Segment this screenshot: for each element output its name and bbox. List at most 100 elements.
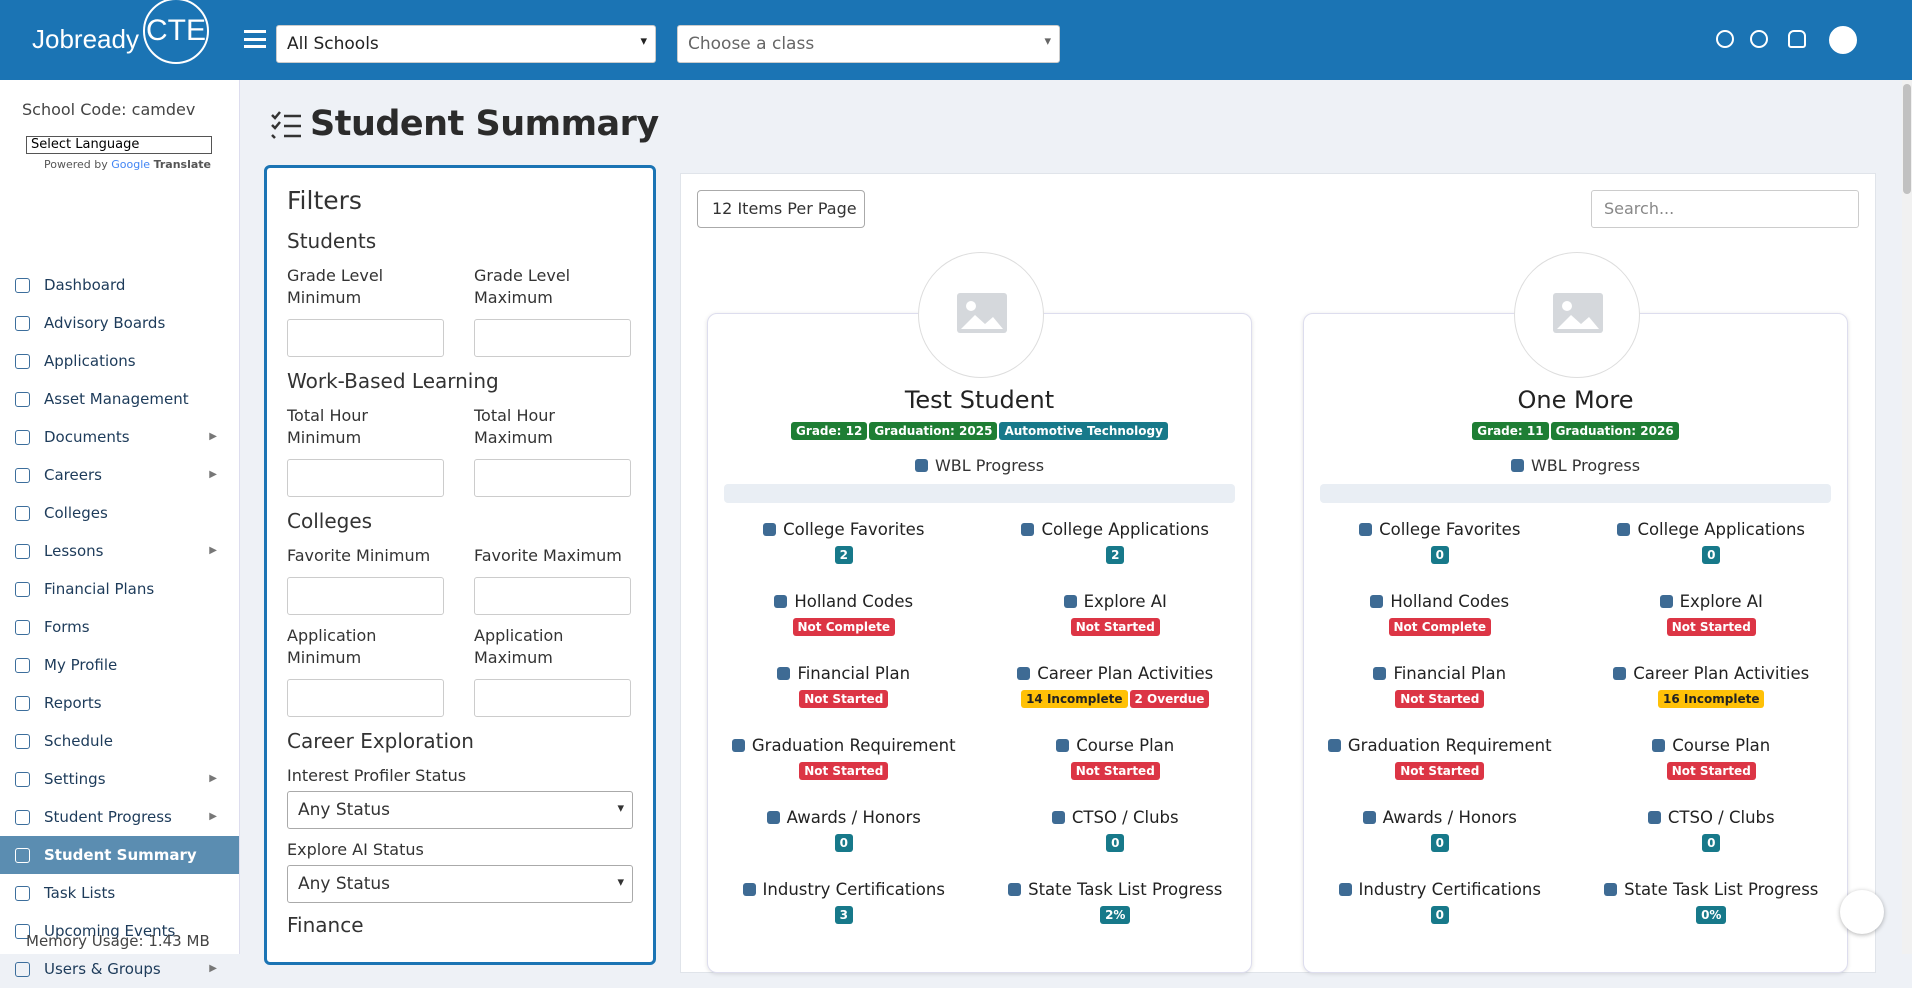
language-select[interactable]: Select Language bbox=[26, 136, 212, 154]
nav-item[interactable]: Forms bbox=[0, 608, 239, 646]
nav-icon bbox=[15, 772, 30, 787]
icon bbox=[1652, 739, 1666, 752]
summary-text: CTSO / Clubs bbox=[1667, 808, 1775, 827]
summary-label: Course Plan bbox=[1576, 734, 1848, 758]
nav-item[interactable]: Upcoming Events bbox=[0, 912, 239, 950]
user-avatar[interactable] bbox=[1829, 26, 1857, 54]
summary-text: Career Plan Activities bbox=[1037, 664, 1214, 683]
nav-item[interactable]: Colleges bbox=[0, 494, 239, 532]
nav-item[interactable]: Dashboard bbox=[0, 266, 239, 304]
filter-select[interactable]: Any Status bbox=[287, 791, 633, 829]
tips-icon[interactable] bbox=[1716, 30, 1734, 48]
nav-item[interactable]: Schedule bbox=[0, 722, 239, 760]
nav-item[interactable]: Careers ▶ bbox=[0, 456, 239, 494]
nav-item[interactable]: Settings ▶ bbox=[0, 760, 239, 798]
help-button[interactable] bbox=[1840, 890, 1884, 934]
summary-badges: 0 bbox=[1304, 832, 1576, 852]
filter-label: Favorite Maximum bbox=[474, 546, 622, 565]
per-page-select[interactable]: 12 Items Per Page bbox=[697, 190, 865, 228]
nav-icon bbox=[15, 468, 30, 483]
notifications-icon[interactable] bbox=[1788, 30, 1806, 48]
nav-item[interactable]: Applications bbox=[0, 342, 239, 380]
icon bbox=[766, 811, 780, 824]
nav-item[interactable]: Task Lists bbox=[0, 874, 239, 912]
nav-item[interactable]: Lessons ▶ bbox=[0, 532, 239, 570]
badge: 2% bbox=[1100, 906, 1131, 924]
summary-item: Holland Codes Not Complete bbox=[708, 590, 980, 662]
nav-icon bbox=[15, 430, 30, 445]
summary-item: Career Plan Activities 16 Incomplete bbox=[1576, 662, 1848, 734]
nav-item[interactable]: Asset Management bbox=[0, 380, 239, 418]
class-select[interactable]: Choose a class bbox=[677, 25, 1060, 63]
filter-input[interactable] bbox=[287, 319, 444, 357]
nav-label: My Profile bbox=[44, 656, 118, 674]
filter-select[interactable]: Any Status bbox=[287, 865, 633, 903]
filter-input[interactable] bbox=[474, 459, 631, 497]
nav-item[interactable]: Documents ▶ bbox=[0, 418, 239, 456]
badge: 16 Incomplete bbox=[1658, 690, 1765, 708]
school-code: School Code: camdev bbox=[22, 100, 196, 119]
filter-label: Total Hour Maximum bbox=[474, 406, 555, 447]
logo[interactable]: Jobready CTE bbox=[32, 0, 209, 64]
nav-icon bbox=[15, 582, 30, 597]
summary-text: College Applications bbox=[1041, 520, 1210, 539]
nav-icon bbox=[15, 506, 30, 521]
summary-badges: Not Started bbox=[1576, 760, 1848, 780]
badge: Not Started bbox=[1395, 690, 1485, 708]
menu-toggle[interactable] bbox=[244, 30, 266, 48]
summary-text: Awards / Honors bbox=[786, 808, 921, 827]
avatar-placeholder bbox=[957, 293, 1007, 333]
summary-text: Awards / Honors bbox=[1382, 808, 1517, 827]
summary-text: Career Plan Activities bbox=[1633, 664, 1810, 683]
filter-section-title: Colleges bbox=[287, 509, 373, 533]
icon bbox=[1359, 523, 1373, 536]
nav-item[interactable]: Student Summary bbox=[0, 836, 239, 874]
filter-label: Grade Level Maximum bbox=[474, 266, 571, 307]
translate-credit: Powered by Google Translate bbox=[44, 158, 211, 171]
badge: Not Started bbox=[1666, 762, 1756, 780]
title-icon bbox=[271, 111, 301, 139]
translate: Translate bbox=[153, 158, 211, 171]
summary-badges: Not Complete bbox=[1304, 616, 1576, 636]
search-input[interactable]: Search... bbox=[1591, 190, 1859, 228]
badge: Graduation: 2025 bbox=[869, 422, 998, 440]
icon bbox=[763, 523, 777, 536]
filter-input[interactable] bbox=[287, 459, 444, 497]
summary-grid: College Favorites 0 College Applications 0 H… bbox=[1304, 518, 1847, 950]
nav-icon bbox=[15, 658, 30, 673]
filter-label: Total Hour Minimum bbox=[287, 406, 368, 447]
help-icon[interactable] bbox=[1750, 30, 1768, 48]
nav-item[interactable]: Users & Groups ▶ bbox=[0, 950, 239, 988]
nav-icon bbox=[15, 848, 30, 863]
summary-text: Course Plan bbox=[1076, 736, 1175, 755]
nav-label: Lessons bbox=[44, 542, 104, 560]
page-title: Student Summary bbox=[310, 104, 659, 144]
nav-item[interactable]: Advisory Boards bbox=[0, 304, 239, 342]
filter-input[interactable] bbox=[474, 319, 631, 357]
filter-input[interactable] bbox=[474, 577, 631, 615]
nav-icon bbox=[15, 734, 30, 749]
summary-text: State Task List Progress bbox=[1028, 880, 1223, 899]
summary-badges: 16 Incomplete bbox=[1576, 688, 1848, 708]
filter-input[interactable] bbox=[287, 577, 444, 615]
filter-section-title: Work-Based Learning bbox=[287, 369, 499, 393]
summary-item: College Applications 0 bbox=[1576, 518, 1848, 590]
summary-item: Explore AI Not Started bbox=[1576, 590, 1848, 662]
student-badges: Grade: 11 Graduation: 2026 bbox=[1304, 420, 1847, 440]
student-card[interactable]: One More Grade: 11 Graduation: 2026 WBL Pro… bbox=[1303, 252, 1848, 973]
school-select[interactable]: All Schools bbox=[276, 25, 656, 63]
avatar bbox=[918, 252, 1044, 378]
summary-text: Industry Certifications bbox=[762, 880, 945, 899]
summary-label: CTSO / Clubs bbox=[980, 806, 1252, 830]
summary-label: College Favorites bbox=[708, 518, 980, 542]
nav-item[interactable]: Student Progress ▶ bbox=[0, 798, 239, 836]
nav-item[interactable]: Financial Plans bbox=[0, 570, 239, 608]
icon bbox=[1647, 811, 1661, 824]
nav-item[interactable]: My Profile bbox=[0, 646, 239, 684]
summary-text: Financial Plan bbox=[1393, 664, 1507, 683]
filter-input[interactable] bbox=[287, 679, 444, 717]
student-card[interactable]: Test Student Grade: 12 Graduation: 2025 Aut… bbox=[707, 252, 1252, 973]
filter-input[interactable] bbox=[474, 679, 631, 717]
avatar-placeholder bbox=[1553, 293, 1603, 333]
nav-item[interactable]: Reports bbox=[0, 684, 239, 722]
